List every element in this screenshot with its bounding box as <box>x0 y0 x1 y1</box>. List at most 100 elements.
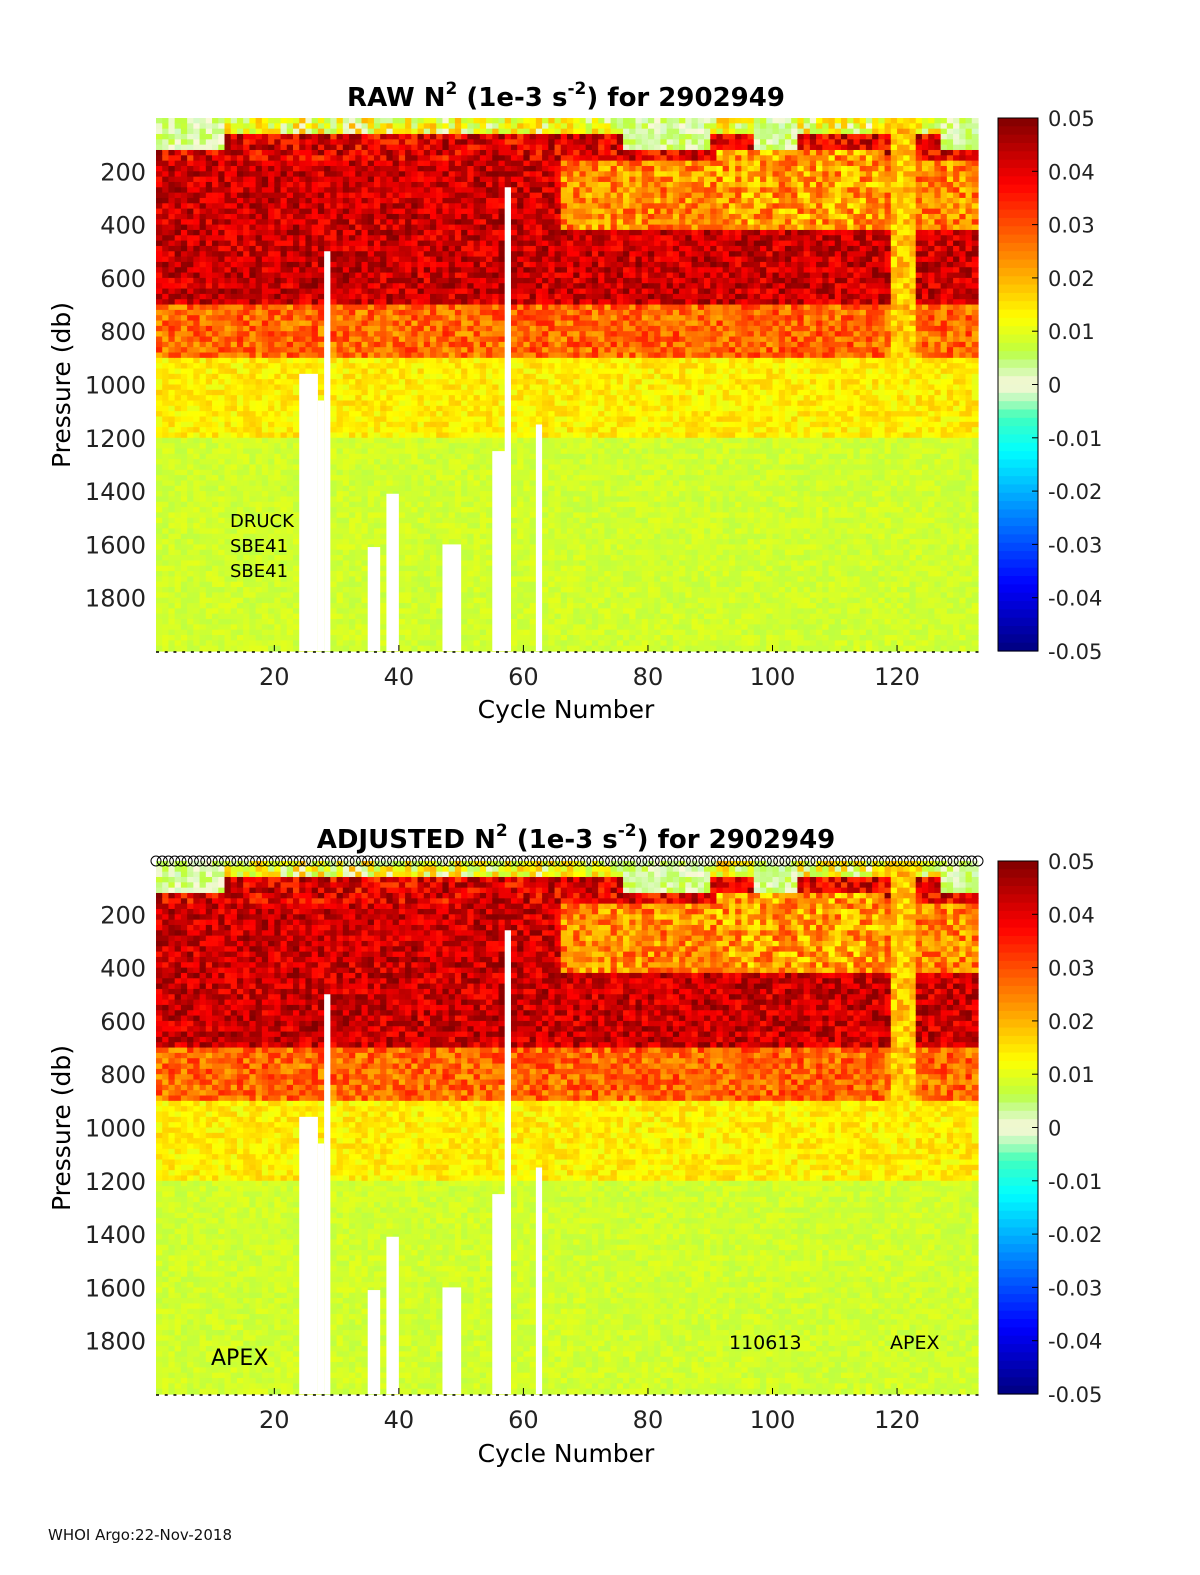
heatmap-cell <box>430 469 437 476</box>
heatmap-cell <box>305 261 313 268</box>
heatmap-cell <box>249 581 257 588</box>
heatmap-cell <box>299 251 307 258</box>
heatmap-cell <box>274 139 282 146</box>
heatmap-cell <box>423 576 431 583</box>
heatmap-cell <box>212 416 219 423</box>
heatmap-cell <box>205 293 213 300</box>
heatmap-cell <box>336 597 344 604</box>
heatmap-cell <box>180 336 188 343</box>
heatmap-cell <box>168 389 176 396</box>
heatmap-cell <box>243 336 251 343</box>
heatmap-cell <box>224 507 232 514</box>
heatmap-cell <box>349 261 356 268</box>
heatmap-cell <box>261 133 269 140</box>
heatmap-cell <box>349 133 356 140</box>
heatmap-cell <box>174 192 182 199</box>
heatmap-cell <box>224 373 232 380</box>
heatmap-cell <box>162 176 170 183</box>
heatmap-cell <box>218 405 226 412</box>
heatmap-cell <box>373 395 381 402</box>
heatmap-cell <box>349 640 356 647</box>
heatmap-cell <box>162 288 170 295</box>
heatmap-cell <box>392 437 400 444</box>
heatmap-cell <box>342 411 350 418</box>
heatmap-cell <box>336 517 344 524</box>
heatmap-cell <box>249 624 257 631</box>
heatmap-cell <box>249 629 257 636</box>
heatmap-cell <box>423 421 431 428</box>
heatmap-cell <box>342 304 350 311</box>
heatmap-cell <box>261 155 269 162</box>
heatmap-cell <box>430 597 437 604</box>
heatmap-cell <box>392 443 400 450</box>
heatmap-cell <box>355 453 363 460</box>
heatmap-cell <box>224 315 232 322</box>
heatmap-cell <box>156 619 163 625</box>
heatmap-cell <box>174 293 182 300</box>
heatmap-cell <box>405 533 412 540</box>
heatmap-cell <box>349 224 356 231</box>
heatmap-cell <box>255 555 263 561</box>
heatmap-cell <box>330 235 338 242</box>
heatmap-cell <box>342 480 350 487</box>
heatmap-cell <box>174 491 182 498</box>
heatmap-cell <box>255 645 263 652</box>
heatmap-cell <box>280 245 288 252</box>
heatmap-cell <box>454 405 462 412</box>
heatmap-cell <box>261 635 269 641</box>
heatmap-cell <box>423 512 431 519</box>
heatmap-cell <box>249 293 257 300</box>
heatmap-cell <box>224 309 232 316</box>
heatmap-cell <box>454 224 462 231</box>
heatmap-cell <box>411 384 419 391</box>
heatmap-cell <box>454 245 462 252</box>
heatmap-cell <box>255 128 263 135</box>
heatmap-cell <box>249 368 257 375</box>
heatmap-cell <box>218 640 226 647</box>
heatmap-cell <box>162 565 170 572</box>
heatmap-cell <box>187 608 194 615</box>
heatmap-cell <box>193 197 201 204</box>
heatmap-cell <box>187 256 194 263</box>
heatmap-cell <box>212 411 219 418</box>
heatmap-cell <box>268 181 275 188</box>
heatmap-cell <box>405 565 412 572</box>
heatmap-cell <box>199 256 207 263</box>
heatmap-cell <box>367 160 375 167</box>
heatmap-cell <box>286 213 294 220</box>
heatmap-cell <box>311 187 319 194</box>
heatmap-cell <box>392 149 400 156</box>
heatmap-cell <box>236 427 244 434</box>
heatmap-cell <box>180 208 188 215</box>
heatmap-cell <box>411 603 419 609</box>
heatmap-cell <box>174 507 182 514</box>
heatmap-cell <box>156 480 163 487</box>
heatmap-cell <box>187 432 194 439</box>
heatmap-cell <box>386 197 394 204</box>
heatmap-cell <box>187 571 194 577</box>
heatmap-cell <box>236 235 244 242</box>
heatmap-cell <box>367 133 375 140</box>
heatmap-cell <box>417 485 425 492</box>
heatmap-cell <box>162 240 170 247</box>
heatmap-cell <box>261 517 269 524</box>
heatmap-cell <box>386 459 394 466</box>
heatmap-cell <box>423 357 431 364</box>
heatmap-cell <box>349 235 356 242</box>
heatmap-cell <box>386 293 394 300</box>
heatmap-cell <box>199 581 207 588</box>
heatmap-cell <box>367 405 375 412</box>
heatmap-cell <box>336 144 344 151</box>
heatmap-cell <box>367 416 375 423</box>
heatmap-cell <box>349 331 356 338</box>
heatmap-cell <box>193 203 201 210</box>
heatmap-cell <box>436 277 444 284</box>
heatmap-cell <box>187 533 194 540</box>
heatmap-cell <box>230 133 238 140</box>
heatmap-cell <box>380 629 388 636</box>
heatmap-cell <box>361 240 369 247</box>
heatmap-cell <box>454 219 462 226</box>
heatmap-cell <box>199 331 207 338</box>
heatmap-cell <box>199 395 207 402</box>
heatmap-cell <box>193 560 201 567</box>
